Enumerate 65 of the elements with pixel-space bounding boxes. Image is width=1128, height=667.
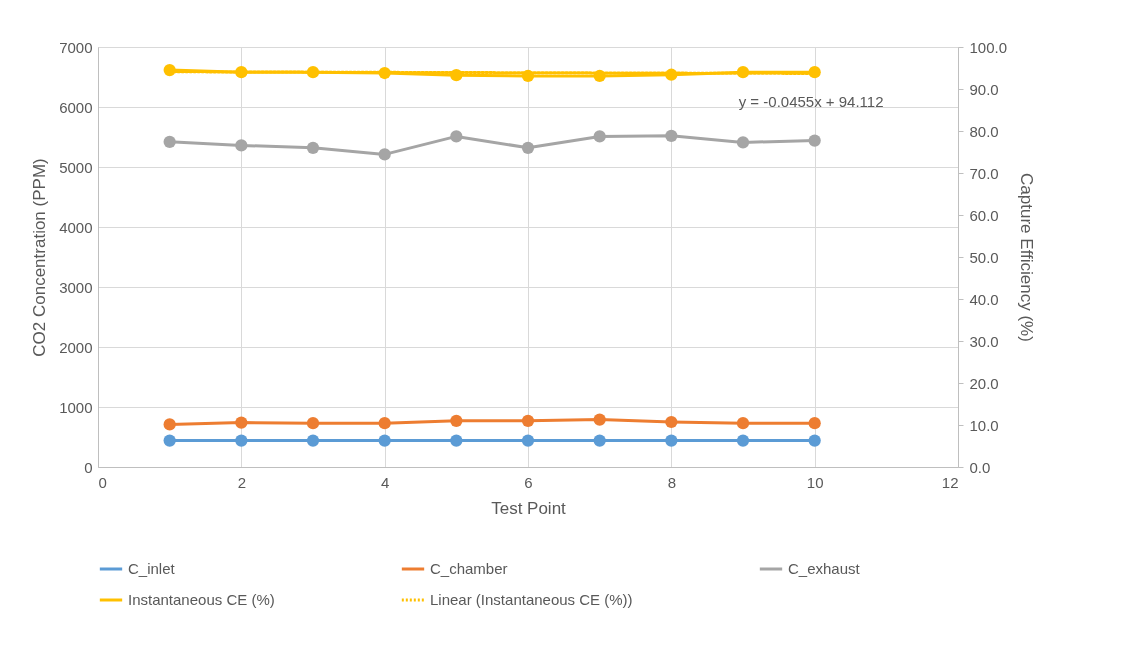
y-axis-title: CO2 Concentration (PPM) [30,158,50,357]
point [163,434,176,447]
point [521,141,535,154]
y-tick-label: 2000 [59,338,93,356]
point [808,134,821,147]
x-tick-label: 12 [941,473,959,491]
x-tick-label: 4 [380,473,390,491]
x-tick-label: 0 [98,473,107,491]
y2-tick-label: 20.0 [969,374,999,392]
x-tick-label: 10 [806,473,824,491]
annotation: y = -0.0455x + 94.112 [738,92,884,110]
point [593,413,606,426]
y-tick-label: 4000 [59,218,93,236]
point [235,139,248,152]
point [378,148,391,161]
y-tick-label: 3000 [59,278,93,296]
y2-axis-title: Capture Efficiency (%) [1017,173,1037,342]
point [665,434,678,447]
y-tick-label: 5000 [59,158,93,176]
point [665,129,678,142]
legend-label: C_chamber [430,560,508,577]
y2-tick-label: 80.0 [969,122,999,140]
point [235,416,248,429]
point [235,434,248,447]
point [521,414,535,427]
y2-tick-label: 90.0 [969,80,999,98]
point [450,130,463,143]
y2-tick-label: 70.0 [969,164,999,182]
point [306,417,320,430]
point [808,417,821,430]
x-axis-title: Test Point [491,498,567,518]
y2-tick-label: 0.0 [969,458,991,476]
legend-label: C_inlet [128,560,176,577]
legend-label: Instantaneous CE (%) [128,591,275,608]
y-tick-label: 7000 [59,38,93,56]
x-tick-label: 8 [667,473,677,491]
y2-tick-label: 40.0 [969,290,999,308]
point [163,418,176,431]
point [450,414,463,427]
point [450,434,463,447]
point [736,136,750,149]
point [808,434,821,447]
point [306,141,320,154]
point [665,415,678,429]
y-tick-label: 0 [84,458,93,476]
point [378,434,391,447]
x-tick-label: 6 [524,473,533,491]
point [306,434,320,447]
point [593,434,606,447]
point [736,417,750,430]
y2-tick-label: 100.0 [969,38,1008,56]
point [163,135,176,148]
point [736,434,750,447]
y-tick-label: 1000 [59,398,93,416]
y2-tick-label: 30.0 [969,332,999,350]
point [521,434,535,447]
point [593,130,606,143]
legend-label: Linear (Instantaneous CE (%)) [430,591,633,608]
x-tick-label: 2 [237,473,247,491]
legend-label: C_exhaust [788,560,861,577]
y2-tick-label: 60.0 [969,206,999,224]
y2-tick-label: 50.0 [969,248,999,266]
y-tick-label: 6000 [59,98,93,116]
y2-tick-label: 10.0 [969,416,999,434]
point [378,417,391,430]
